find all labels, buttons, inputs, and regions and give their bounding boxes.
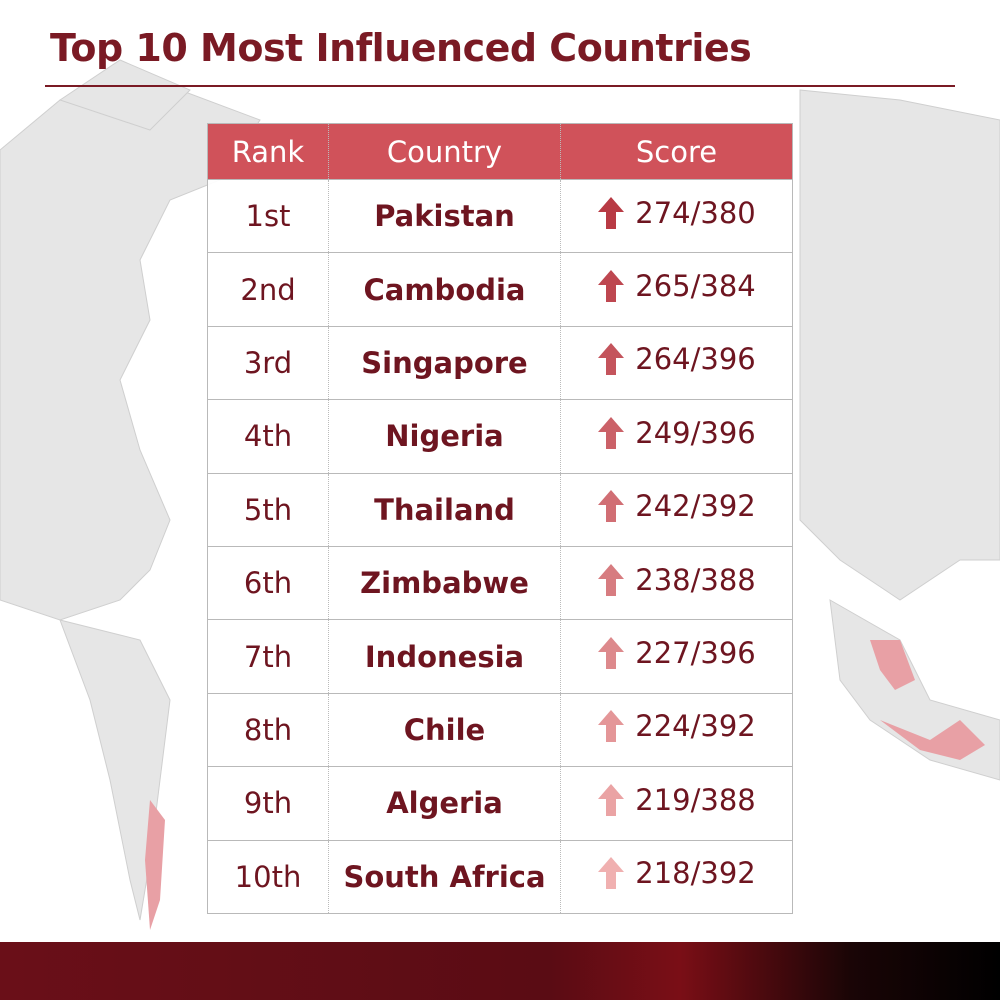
up-arrow: [598, 270, 625, 303]
arrow-shape: [598, 857, 625, 890]
up-arrow: [598, 783, 625, 816]
score-cell: 218/392: [560, 839, 793, 914]
arrow-shape: [598, 783, 625, 816]
up-arrow: [598, 857, 625, 890]
country-cell: Pakistan: [328, 178, 561, 253]
score-wrap: 227/396: [597, 636, 756, 671]
arrow-shape: [598, 490, 625, 523]
up-arrow: [598, 710, 625, 743]
rank-cell: 4th: [207, 399, 329, 474]
score-wrap: 238/388: [597, 562, 756, 597]
country-cell: Zimbabwe: [328, 545, 561, 620]
table-row: 3rd Singapore 264/396: [207, 325, 793, 400]
up-arrow: [598, 563, 625, 596]
table-row: 6th Zimbabwe 238/388: [207, 545, 793, 620]
score-wrap: 274/380: [597, 195, 756, 230]
rank-cell: 9th: [207, 766, 329, 841]
score-wrap: 219/388: [597, 782, 756, 817]
score-text: 264/396: [635, 342, 756, 377]
title: Top 10 Most Influenced Countries: [50, 26, 752, 70]
arrow-shape: [598, 710, 625, 743]
score-text: 219/388: [635, 782, 756, 817]
up-arrow: [598, 416, 625, 449]
column-header: Country: [328, 123, 561, 180]
score-cell: 249/396: [560, 399, 793, 474]
score-wrap: 249/396: [597, 415, 756, 450]
table-row: 1st Pakistan 274/380: [207, 178, 793, 253]
score-text: 227/396: [635, 636, 756, 671]
score-text: 249/396: [635, 415, 756, 450]
score-cell: 227/396: [560, 619, 793, 694]
up-arrow: [598, 490, 625, 523]
score-cell: 219/388: [560, 766, 793, 841]
rank-cell: 3rd: [207, 325, 329, 400]
country-cell: Cambodia: [328, 252, 561, 327]
table-row: 8th Chile 224/392: [207, 692, 793, 767]
score-cell: 238/388: [560, 545, 793, 620]
country-cell: Chile: [328, 692, 561, 767]
up-arrow: [598, 637, 625, 670]
rank-cell: 6th: [207, 545, 329, 620]
arrow-shape: [598, 196, 625, 229]
arrow-shape: [598, 563, 625, 596]
rank-cell: 1st: [207, 178, 329, 253]
score-cell: 274/380: [560, 178, 793, 253]
table-row: 4th Nigeria 249/396: [207, 399, 793, 474]
score-cell: 224/392: [560, 692, 793, 767]
header-row: Rank Country Score: [207, 123, 793, 180]
table-row: 10th South Africa 218/392: [207, 839, 793, 914]
column-header: Score: [560, 123, 793, 180]
score-cell: 242/392: [560, 472, 793, 547]
arrow-shape: [598, 416, 625, 449]
score-wrap: 224/392: [597, 709, 756, 744]
score-text: 242/392: [635, 489, 756, 524]
table-body: 1st Pakistan 274/380 2nd Cambodia 265/384 3rd S…: [207, 178, 793, 914]
country-cell: South Africa: [328, 839, 561, 914]
table-row: 7th Indonesia 227/396: [207, 619, 793, 694]
score-wrap: 264/396: [597, 342, 756, 377]
rank-cell: 8th: [207, 692, 329, 767]
score-text: 218/392: [635, 856, 756, 891]
column-header: Rank: [207, 123, 329, 180]
country-cell: Nigeria: [328, 399, 561, 474]
arrow-shape: [598, 637, 625, 670]
score-text: 224/392: [635, 709, 756, 744]
score-wrap: 242/392: [597, 489, 756, 524]
score-wrap: 218/392: [597, 856, 756, 891]
rank-cell: 2nd: [207, 252, 329, 327]
footer-band: [0, 942, 1000, 1000]
arrow-shape: [598, 343, 625, 376]
table-row: 9th Algeria 219/388: [207, 766, 793, 841]
country-cell: Thailand: [328, 472, 561, 547]
rank-cell: 10th: [207, 839, 329, 914]
up-arrow: [598, 343, 625, 376]
score-cell: 265/384: [560, 252, 793, 327]
title-rule: [45, 85, 955, 87]
table-row: 5th Thailand 242/392: [207, 472, 793, 547]
country-cell: Indonesia: [328, 619, 561, 694]
rank-cell: 5th: [207, 472, 329, 547]
ranking-table: Rank Country Score 1st Pakistan 274/380 2nd Ca…: [207, 123, 793, 914]
score-wrap: 265/384: [597, 269, 756, 304]
country-cell: Algeria: [328, 766, 561, 841]
score-text: 274/380: [635, 195, 756, 230]
table-row: 2nd Cambodia 265/384: [207, 252, 793, 327]
arrow-shape: [598, 270, 625, 303]
score-text: 238/388: [635, 562, 756, 597]
score-cell: 264/396: [560, 325, 793, 400]
score-text: 265/384: [635, 269, 756, 304]
country-cell: Singapore: [328, 325, 561, 400]
up-arrow: [598, 196, 625, 229]
world-map: [0, 59, 1000, 930]
rank-cell: 7th: [207, 619, 329, 694]
